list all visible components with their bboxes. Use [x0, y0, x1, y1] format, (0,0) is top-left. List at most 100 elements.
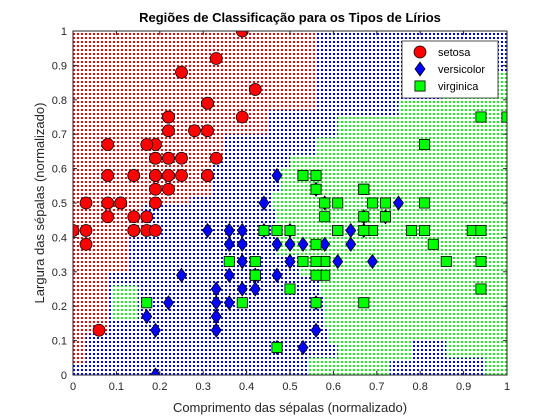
legend-marker-setosa — [413, 45, 427, 59]
y-tick-label: 0.8 — [52, 95, 67, 107]
data-point-setosa — [162, 169, 175, 182]
data-point-setosa — [175, 151, 188, 165]
data-point-versicolor — [271, 167, 283, 184]
data-point-setosa — [175, 169, 188, 182]
data-point-virginica — [271, 225, 283, 237]
data-point-versicolor — [284, 253, 296, 270]
data-point-virginica — [249, 255, 261, 267]
data-point-setosa — [248, 83, 262, 96]
data-point-virginica — [141, 297, 153, 309]
data-point-virginica — [310, 183, 322, 195]
data-point-versicolor — [202, 222, 214, 239]
data-point-setosa — [201, 96, 214, 110]
data-point-virginica — [475, 255, 487, 267]
data-point-virginica — [310, 255, 322, 267]
y-axis-label: Largura das sépalas (normalizado) — [32, 103, 47, 304]
data-point-setosa — [101, 138, 115, 151]
x-tick-label: 0.9 — [456, 381, 471, 393]
data-point-versicolor — [149, 367, 161, 375]
data-point-setosa — [101, 210, 115, 224]
x-tick-label: 0.7 — [369, 381, 384, 393]
data-point-setosa — [235, 31, 249, 38]
y-tick-label: 1 — [61, 26, 67, 38]
data-point-virginica — [406, 225, 418, 237]
data-point-versicolor — [210, 295, 222, 311]
data-point-virginica — [475, 225, 487, 237]
data-point-versicolor — [284, 236, 296, 252]
data-point-virginica — [366, 197, 378, 209]
data-point-versicolor — [236, 281, 248, 297]
data-point-virginica — [297, 169, 309, 181]
data-point-setosa — [162, 110, 175, 124]
data-point-versicolor — [345, 236, 357, 252]
data-point-versicolor — [332, 253, 344, 270]
data-point-setosa — [149, 169, 162, 182]
data-point-versicolor — [223, 236, 235, 252]
data-point-setosa — [114, 196, 128, 210]
chart-title: Regiões de Classificação para os Tipos d… — [139, 10, 441, 25]
data-point-versicolor — [223, 222, 235, 239]
data-point-setosa — [101, 196, 115, 210]
data-point-versicolor — [163, 295, 174, 311]
data-point-virginica — [475, 283, 487, 295]
data-point-setosa — [209, 151, 223, 165]
data-point-setosa — [149, 151, 162, 165]
y-tick-label: 0.7 — [52, 129, 67, 141]
data-point-virginica — [310, 169, 322, 181]
data-point-virginica — [223, 255, 235, 267]
data-point-versicolor — [297, 236, 309, 252]
x-axis-ticks: 0 0.1 0.2 0.3 0.4 0.5 0.6 0.7 0.8 0.9 1 — [70, 31, 510, 393]
data-point-setosa — [101, 169, 115, 182]
data-point-setosa — [79, 196, 93, 210]
data-point-setosa — [92, 323, 106, 337]
data-point-setosa — [140, 210, 154, 224]
data-point-setosa — [149, 196, 162, 210]
data-point-virginica — [310, 238, 322, 250]
y-tick-label: 0.5 — [52, 198, 67, 210]
y-axis-ticks: 0 0.1 0.2 0.3 0.4 0.5 0.6 0.7 0.8 0.9 1 — [52, 26, 507, 382]
data-point-setosa — [73, 224, 80, 237]
legend-label: virginica — [438, 81, 479, 93]
y-tick-label: 0 — [61, 370, 67, 382]
legend-item-virginica: virginica — [414, 80, 479, 93]
data-point-virginica — [419, 197, 431, 209]
y-tick-label: 0.4 — [52, 232, 67, 244]
data-point-virginica — [258, 225, 270, 237]
data-point-virginica — [358, 183, 370, 195]
data-point-versicolor — [236, 253, 248, 270]
data-point-virginica — [284, 225, 296, 237]
legend-label: versicolor — [438, 64, 485, 76]
x-tick-label: 0.4 — [239, 381, 254, 393]
data-point-setosa — [162, 151, 175, 165]
data-point-setosa — [235, 110, 249, 124]
data-point-setosa — [127, 210, 141, 224]
data-point-versicolor — [258, 195, 270, 211]
data-point-versicolor — [310, 322, 322, 338]
data-point-setosa — [149, 224, 162, 237]
data-point-virginica — [440, 255, 452, 267]
data-point-virginica — [358, 211, 370, 223]
x-tick-label: 0.6 — [326, 381, 341, 393]
data-point-virginica — [284, 283, 296, 295]
data-point-setosa — [188, 124, 201, 138]
data-point-versicolor — [297, 339, 309, 356]
data-point-virginica — [358, 297, 370, 309]
data-point-virginica — [319, 211, 331, 223]
data-point-virginica — [271, 341, 283, 353]
data-point-virginica — [297, 255, 309, 267]
data-point-setosa — [140, 138, 154, 151]
x-tick-label: 0.8 — [413, 381, 428, 393]
data-point-virginica — [427, 238, 439, 250]
data-point-setosa — [201, 124, 214, 138]
x-tick-label: 0.2 — [152, 381, 167, 393]
legend-label: setosa — [438, 47, 471, 59]
series-setosa — [73, 31, 262, 337]
data-point-virginica — [358, 225, 370, 237]
data-point-versicolor — [345, 222, 357, 239]
data-point-versicolor — [223, 267, 235, 283]
data-point-versicolor — [393, 195, 404, 211]
data-point-versicolor — [210, 308, 222, 325]
x-tick-label: 0.5 — [282, 381, 297, 393]
